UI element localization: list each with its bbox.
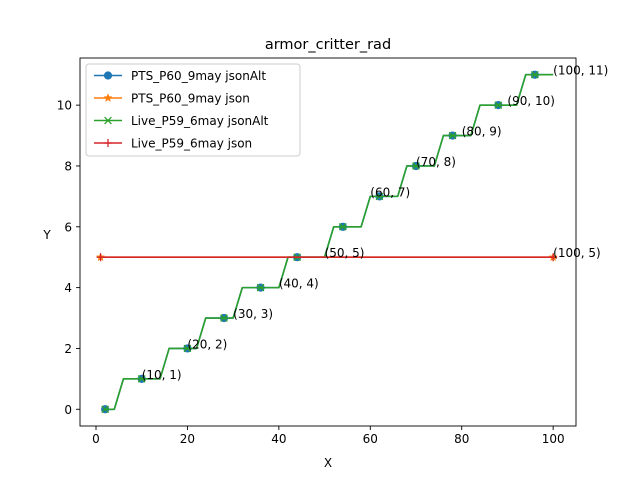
data-label: (40, 4) [279, 277, 319, 291]
data-label: (90, 10) [507, 94, 555, 108]
data-label: (60, 7) [370, 185, 410, 199]
legend-marker [103, 93, 113, 102]
axes-frame [79, 57, 577, 427]
legend-label: PTS_P60_9may jsonAlt [131, 69, 266, 83]
x-tick-label: 100 [542, 432, 565, 446]
x-tick-label: 20 [180, 432, 195, 446]
data-label: (30, 3) [233, 307, 273, 321]
legend-marker [104, 116, 112, 125]
chart-title: armor_critter_rad [265, 37, 391, 53]
y-axis-label: Y [42, 228, 51, 242]
x-axis-label: X [324, 456, 332, 470]
data-point [338, 222, 347, 231]
data-point [96, 253, 105, 262]
data-label: (20, 2) [187, 337, 227, 351]
y-tick-label: 0 [64, 403, 72, 417]
y-tick-label: 10 [57, 99, 72, 113]
legend-label: Live_P59_6may json [131, 137, 252, 151]
data-label: (100, 5) [553, 246, 601, 260]
y-tick-label: 2 [64, 342, 72, 356]
legend-box [85, 63, 301, 157]
data-point [183, 344, 192, 353]
x-tick-label: 40 [271, 432, 286, 446]
data-point [256, 283, 265, 292]
data-label: (80, 9) [462, 125, 502, 139]
legend-label: PTS_P60_9may json [131, 92, 250, 106]
legend-entry-3: Live_P59_6may json [94, 137, 252, 151]
data-point [448, 131, 457, 140]
data-point [137, 375, 146, 383]
legend-label: Live_P59_6may jsonAlt [131, 114, 269, 128]
data-point [375, 192, 384, 201]
data-point [412, 162, 420, 170]
data-point [101, 405, 110, 414]
axes: 0 20 40 60 80 100 0 2 4 6 8 10 [57, 57, 577, 446]
data-label: (50, 5) [325, 246, 365, 260]
x-tick-label: 80 [454, 432, 469, 446]
data-point [494, 101, 503, 109]
y-tick-label: 8 [64, 159, 72, 173]
x-tick-label: 0 [92, 432, 100, 446]
data-label: (100, 11) [553, 64, 608, 78]
legend-marker [104, 139, 112, 147]
legend-entry-0: PTS_P60_9may jsonAlt [94, 69, 266, 83]
x-tick-label: 60 [363, 432, 378, 446]
plot-area: (10, 1) (20, 2) (30, 3) (40, 4) (50, 5) (60, … [95, 64, 608, 414]
data-point [530, 70, 539, 79]
y-tick-label: 6 [64, 220, 72, 234]
legend: PTS_P60_9may jsonAlt PTS_P60_9may json Liv… [85, 63, 301, 157]
legend-marker [103, 71, 113, 80]
data-label: (70, 8) [416, 155, 456, 169]
series-3 [96, 253, 558, 262]
legend-entry-2: Live_P59_6may jsonAlt [94, 114, 269, 128]
data-point [549, 253, 558, 262]
data-label: (10, 1) [142, 368, 182, 382]
legend-entry-1: PTS_P60_9may json [94, 92, 250, 106]
data-point [220, 314, 228, 322]
y-tick-label: 4 [64, 281, 72, 295]
